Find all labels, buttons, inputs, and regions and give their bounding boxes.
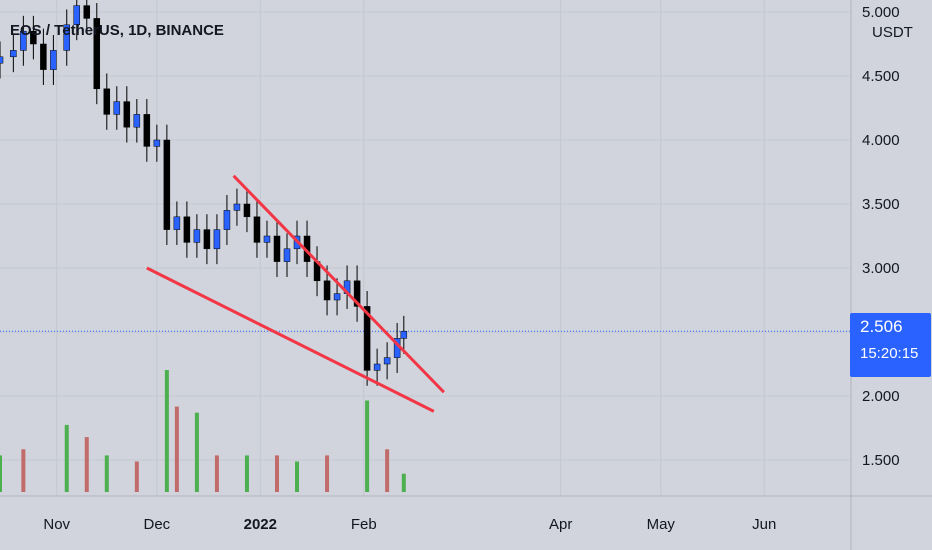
y-tick-label: 5.000 (862, 4, 900, 21)
candle-body (0, 56, 4, 64)
candle-body (63, 24, 70, 51)
candle-body (93, 18, 101, 90)
volume-bar (244, 455, 249, 492)
candle-body (133, 114, 141, 128)
trendlines[interactable] (146, 174, 445, 413)
volume-bar (21, 449, 26, 492)
volume-bar (401, 473, 406, 492)
x-tick-label: Feb (351, 516, 377, 533)
x-tick-label: May (647, 516, 676, 533)
y-tick-label: 4.000 (862, 132, 900, 149)
volume-bar (104, 455, 109, 492)
last-price-badge: 2.506 15:20:15 (850, 313, 931, 377)
y-tick-label: 2.000 (862, 388, 900, 405)
y-tick-label: 4.500 (862, 68, 900, 85)
volume-bars (0, 370, 406, 492)
candle-body (353, 280, 361, 307)
volume-bar (274, 455, 279, 492)
candle-body (243, 203, 251, 218)
candle-body (373, 363, 381, 371)
trendline-lower (146, 266, 435, 413)
candle-body (143, 114, 151, 147)
candle-body (333, 293, 341, 301)
y-tick-label: 3.500 (862, 196, 900, 213)
volume-bar (174, 406, 179, 492)
candle-body (383, 357, 391, 365)
candle-body (103, 88, 111, 115)
volume-bar (325, 455, 330, 492)
candle-body (363, 306, 371, 371)
candle-body (123, 101, 131, 128)
x-tick-label: Dec (144, 516, 171, 533)
x-tick-label: Nov (43, 516, 70, 533)
grid (0, 0, 851, 496)
candle-body (20, 30, 27, 51)
candle-body (400, 330, 408, 339)
candle-body (10, 50, 17, 58)
x-tick-label: Jun (752, 516, 776, 533)
candle-body (50, 50, 57, 70)
candle-body (113, 101, 121, 115)
candle-body (273, 235, 281, 262)
candle-body (323, 280, 331, 301)
candle-body (223, 210, 231, 230)
chart-title: EOS / TetherUS, 1D, BINANCE (10, 22, 224, 39)
x-tick-label: Apr (549, 516, 572, 533)
candle-body (73, 5, 81, 26)
candle-body (40, 43, 47, 70)
candle-body (83, 5, 91, 19)
volume-bar (214, 455, 219, 492)
volume-bar (385, 449, 390, 492)
volume-bar (164, 370, 169, 492)
candle-body (213, 229, 221, 250)
y-tick-label: 1.500 (862, 452, 900, 469)
trendline-upper (232, 174, 445, 394)
candle-body (173, 216, 181, 230)
candle-body (203, 229, 211, 250)
candle-body (30, 30, 37, 45)
candle-body (253, 216, 261, 243)
volume-bar (134, 461, 139, 492)
candle-body (153, 139, 161, 147)
y-tick-label: 3.000 (862, 260, 900, 277)
x-tick-label: 2022 (244, 516, 277, 533)
candle-body (283, 248, 291, 262)
x-axis: Nov Dec 2022 Feb Apr May Jun (43, 516, 776, 533)
volume-bar (194, 412, 199, 492)
bar-countdown: 15:20:15 (860, 345, 919, 362)
candle-body (163, 139, 171, 230)
candle-body (233, 203, 241, 211)
candle-body (193, 229, 201, 243)
volume-bar (365, 400, 370, 492)
volume-bar (84, 437, 89, 492)
candle-body (263, 235, 271, 243)
volume-bar (295, 461, 300, 492)
volume-bar (0, 455, 2, 492)
last-price-value: 2.506 (860, 317, 903, 336)
candle-body (183, 216, 191, 243)
currency-label: USDT (872, 24, 913, 41)
volume-bar (64, 424, 69, 492)
candles (0, 0, 408, 386)
